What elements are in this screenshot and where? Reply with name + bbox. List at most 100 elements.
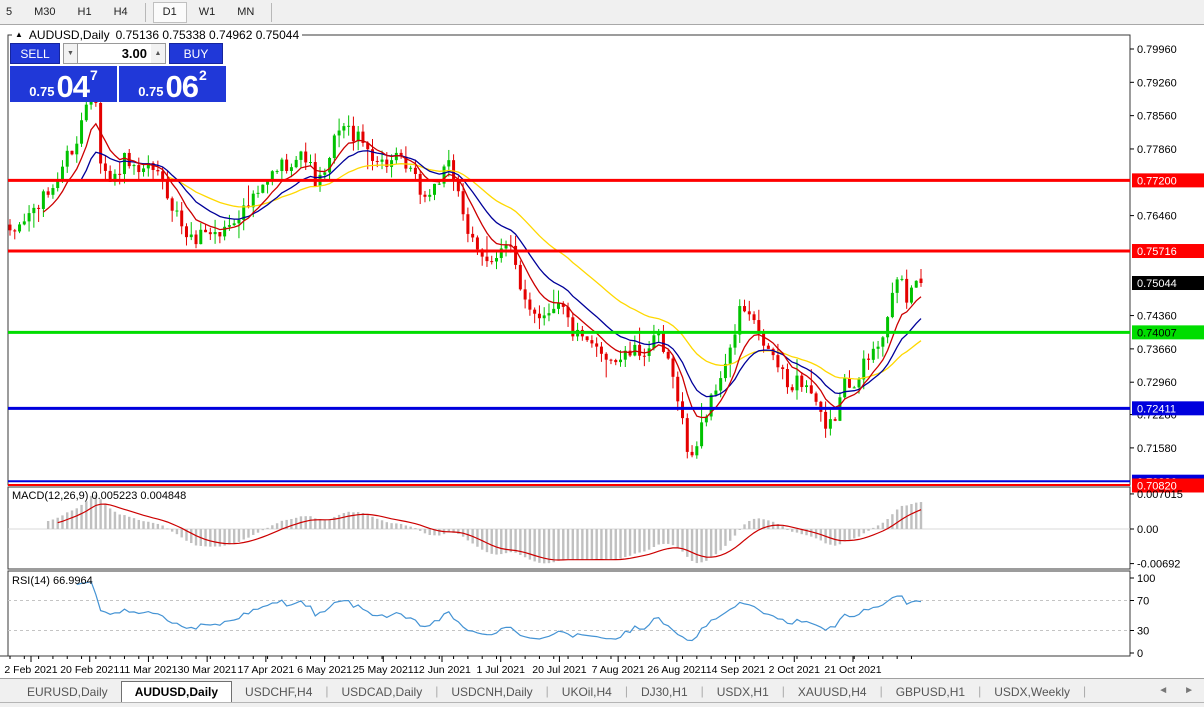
timeframe-button-M30[interactable]: M30 [34,6,56,18]
timeframe-button-D1[interactable]: D1 [152,1,187,23]
svg-text:14 Sep 2021: 14 Sep 2021 [706,664,766,676]
svg-text:20 Feb 2021: 20 Feb 2021 [60,664,119,676]
candles-layer [8,69,923,459]
tab-separator: | [545,683,549,698]
svg-text:20 Jul 2021: 20 Jul 2021 [532,664,586,676]
sell-button[interactable]: SELL [10,43,60,64]
macd-layer [8,494,1130,564]
date-axis: 2 Feb 2021 20 Feb 2021 11 Mar 2021 30 Mar 2… [0,655,1130,676]
tab-separator: | [1082,683,1087,698]
toolbar-separator [271,2,273,22]
svg-text:2 Oct 2021: 2 Oct 2021 [769,664,821,676]
chart-canvas[interactable]: 0.79960 0.79260 0.78560 0.77860 0.76460 0.743… [0,25,1204,678]
volume-decrease-button[interactable]: ▼ [63,43,78,64]
sell-price-base: 0.75 [29,83,55,99]
svg-text:0.72411: 0.72411 [1137,403,1176,415]
svg-text:0.75716: 0.75716 [1137,246,1177,258]
rsi-layer [76,580,922,642]
sell-price-pip: 7 [90,67,98,83]
symbol-tab-usdx[interactable]: USDX,Weekly [994,684,1070,699]
tab-separator: | [700,683,704,698]
buy-price-big: 06 [165,68,199,104]
svg-text:0.71580: 0.71580 [1137,443,1177,455]
price-axis: 0.79960 0.79260 0.78560 0.77860 0.76460 0.743… [1130,44,1204,660]
timeframe-button-5[interactable]: 5 [6,6,13,18]
svg-text:0.00: 0.00 [1137,524,1158,536]
svg-text:-0.00692: -0.00692 [1137,559,1180,571]
svg-text:0.77200: 0.77200 [1137,175,1177,187]
chart-ohlc-values: 0.75136 0.75338 0.74962 0.75044 [115,27,300,42]
tab-scroll-right-icon[interactable]: ► [1184,685,1194,696]
svg-text:30 Mar 2021: 30 Mar 2021 [178,664,237,676]
buy-button[interactable]: BUY [169,43,223,64]
tab-separator: | [435,683,439,698]
svg-text:0.73660: 0.73660 [1137,344,1177,356]
status-strip [0,702,1204,707]
svg-text:0.74007: 0.74007 [1137,327,1177,339]
symbol-tab-xauusd[interactable]: XAUUSD,H4 [797,684,867,699]
svg-text:0.76460: 0.76460 [1137,211,1177,223]
svg-text:0.77860: 0.77860 [1137,144,1177,156]
collapse-panel-icon[interactable]: ▲ [15,30,23,39]
tab-scroll-controls: ◄ ► [1158,685,1194,696]
svg-text:0.78560: 0.78560 [1137,111,1177,123]
svg-text:25 May 2021: 25 May 2021 [353,664,414,676]
svg-text:30: 30 [1137,626,1149,638]
svg-text:0.70820: 0.70820 [1137,480,1177,492]
sell-price-display[interactable]: 0.75 04 7 [10,66,117,102]
symbol-tab-audusd[interactable]: AUDUSD,Daily [120,681,233,702]
symbol-tab-dj30[interactable]: DJ30,H1 [640,684,688,699]
chart-title: ▲ AUDUSD,Daily 0.75136 0.75338 0.74962 0… [12,27,303,42]
rsi-levels [8,600,1130,631]
volume-increase-button[interactable]: ▲ [151,43,166,64]
chart-window: 0.79960 0.79260 0.78560 0.77860 0.76460 0.743… [0,25,1204,678]
symbol-tab-usdcad[interactable]: USDCAD,Daily [341,684,423,699]
svg-text:0.75044: 0.75044 [1137,278,1177,290]
symbol-tab-usdcnh[interactable]: USDCNH,Daily [451,684,533,699]
tab-separator: | [781,683,785,698]
toolbar-separator [144,2,146,22]
buy-price-pip: 2 [199,67,207,83]
svg-text:12 Jun 2021: 12 Jun 2021 [413,664,471,676]
buy-price-base: 0.75 [138,83,164,99]
volume-input[interactable] [78,43,151,64]
symbol-tab-ukoil[interactable]: UKOil,H4 [561,684,612,699]
timeframe-button-W1[interactable]: W1 [198,6,216,18]
svg-text:0: 0 [1137,648,1143,660]
timeframe-toolbar: 5 M30 H1 H4 D1 W1 MN [0,0,1204,25]
one-click-trading-panel: SELL ▼ ▲ BUY 0.75 04 7 0.75 06 2 [10,43,226,102]
chart-tabs-bar: EURUSD,Daily AUDUSD,Daily USDCHF,H4 | USDCAD… [0,678,1204,702]
svg-text:0.007015: 0.007015 [1137,489,1183,501]
tab-separator: | [879,683,883,698]
symbol-tab-gbpusd[interactable]: GBPUSD,H1 [895,684,966,699]
symbol-tab-usdx[interactable]: USDX,H1 [716,684,769,699]
tab-separator: | [325,683,329,698]
timeframe-button-H4[interactable]: H4 [113,6,128,18]
svg-text:100: 100 [1137,573,1155,585]
tab-separator: | [624,683,628,698]
svg-text:26 Aug 2021: 26 Aug 2021 [647,664,706,676]
svg-text:21 Oct 2021: 21 Oct 2021 [824,664,881,676]
chart-symbol-label: AUDUSD,Daily [28,27,110,42]
timeframe-button-MN[interactable]: MN [237,6,255,18]
tab-separator: | [978,683,982,698]
horizontal-lines-layer [8,178,1130,487]
tab-scroll-left-icon[interactable]: ◄ [1158,685,1169,696]
svg-text:0.79960: 0.79960 [1137,44,1177,56]
macd-indicator-label: MACD(12,26,9) 0.005223 0.004848 [12,490,187,502]
sell-price-big: 04 [56,68,90,104]
symbol-tab-eurusd[interactable]: EURUSD,Daily [27,684,108,699]
symbol-tab-usdchf[interactable]: USDCHF,H4 [245,684,313,699]
pane-frames [7,34,1131,657]
svg-text:1 Jul 2021: 1 Jul 2021 [476,664,525,676]
svg-text:6 May 2021: 6 May 2021 [297,664,352,676]
svg-text:0.74360: 0.74360 [1137,311,1177,323]
rsi-indicator-label: RSI(14) 66.9964 [12,575,93,587]
svg-text:11 Mar 2021: 11 Mar 2021 [119,664,177,676]
ma-lines-layer [42,122,922,419]
buy-price-display[interactable]: 0.75 06 2 [119,66,226,102]
svg-text:70: 70 [1137,596,1149,608]
timeframe-button-H1[interactable]: H1 [77,6,92,18]
svg-text:0.72960: 0.72960 [1137,377,1177,389]
svg-text:0.79260: 0.79260 [1137,77,1177,89]
